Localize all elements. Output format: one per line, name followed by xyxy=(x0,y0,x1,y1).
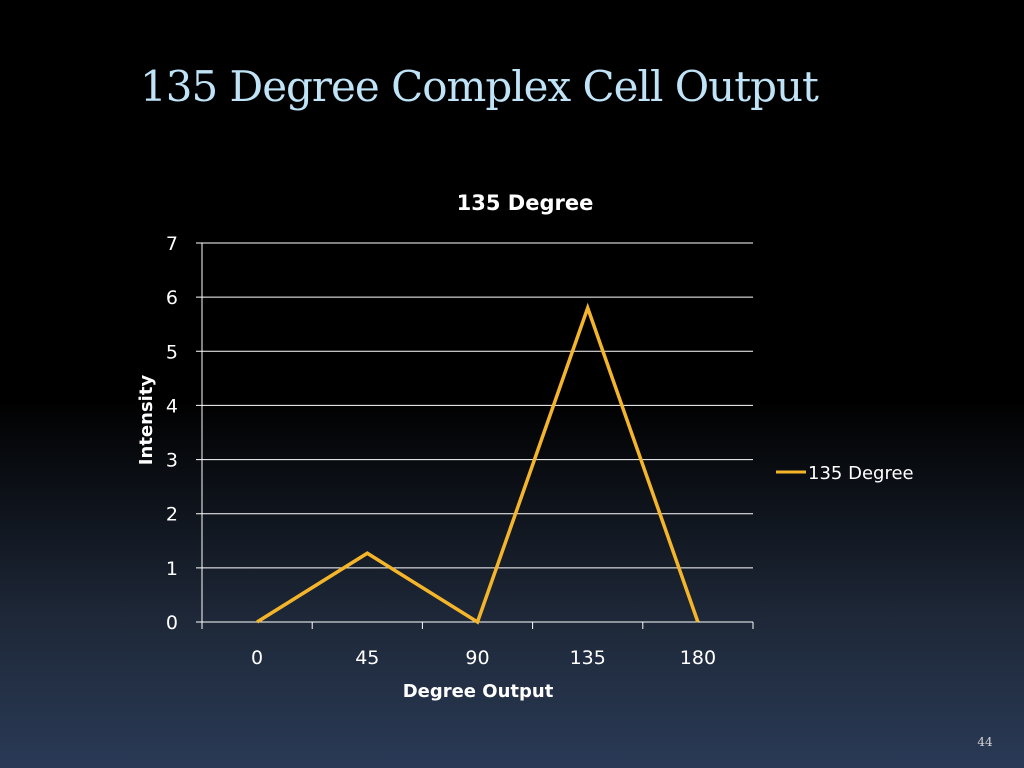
y-tick-label: 3 xyxy=(166,450,178,472)
series-line xyxy=(256,302,700,625)
x-tick-label: 45 xyxy=(355,647,379,669)
y-axis-label: Intensity xyxy=(136,375,157,466)
legend: 135 Degree xyxy=(776,463,914,484)
y-tick-label: 7 xyxy=(166,233,178,255)
slide-title: 135 Degree Complex Cell Output xyxy=(140,62,819,111)
x-tick-label: 135 xyxy=(570,647,606,669)
y-tick-label: 6 xyxy=(166,287,178,309)
series-lines xyxy=(256,302,700,625)
slide-number: 44 xyxy=(977,735,993,749)
y-tick-label: 4 xyxy=(166,395,178,417)
x-tick-label: 90 xyxy=(465,647,489,669)
legend-label: 135 Degree xyxy=(808,463,914,484)
y-tick-label: 1 xyxy=(166,558,178,580)
y-tick-label: 5 xyxy=(166,341,178,363)
y-tick-label: 2 xyxy=(166,504,178,526)
y-tick-label: 0 xyxy=(166,612,178,634)
x-tick-label: 180 xyxy=(680,647,716,669)
x-axis-label: Degree Output xyxy=(403,681,554,702)
chart-title: 135 Degree xyxy=(457,191,594,215)
gridlines xyxy=(196,242,753,569)
x-tick-label: 0 xyxy=(251,647,263,669)
